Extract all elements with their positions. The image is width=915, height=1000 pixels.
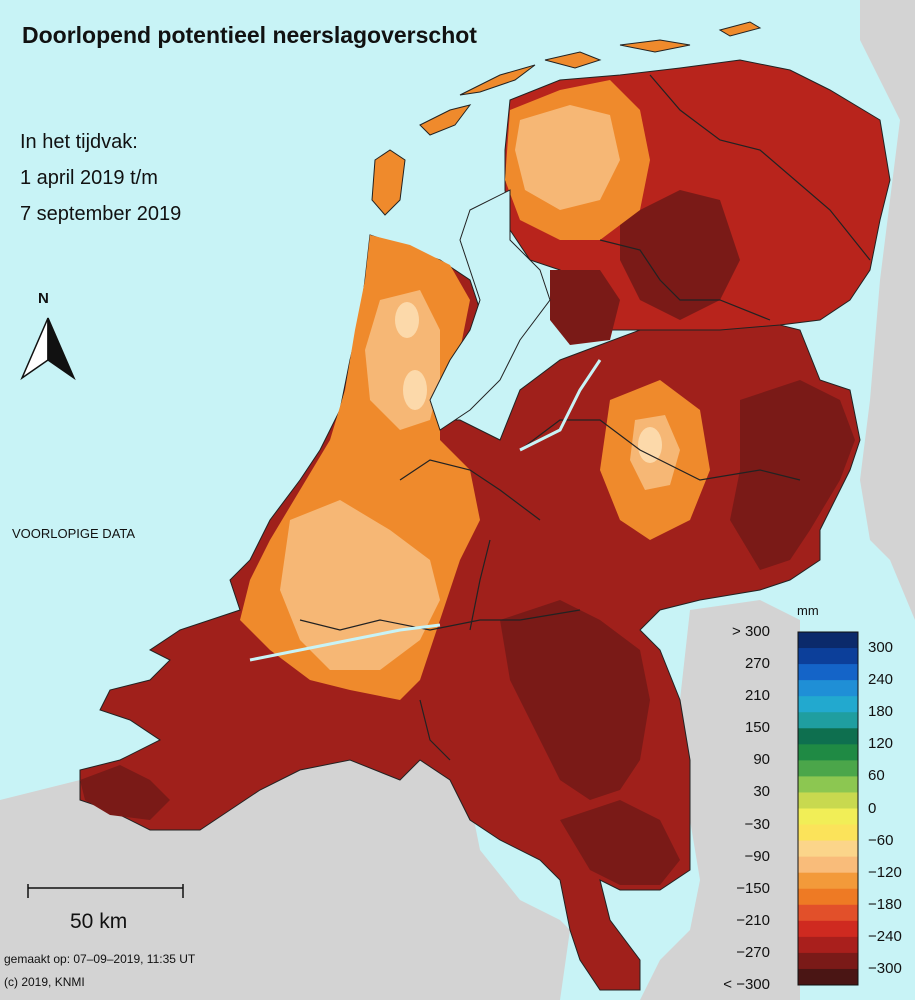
legend-swatch <box>798 872 858 890</box>
scale-bar <box>27 884 184 898</box>
legend-right-tick: −120 <box>868 863 902 881</box>
legend-left-tick: −270 <box>736 943 770 961</box>
scale-bar-label: 50 km <box>70 910 128 933</box>
legend-right-tick: 240 <box>868 671 894 689</box>
legend-left-tick: 150 <box>744 719 770 737</box>
zone-dark-red-north <box>620 190 740 320</box>
legend-left-tick: 210 <box>744 687 770 705</box>
legend-swatch <box>798 776 858 793</box>
legend-right-tick: −60 <box>868 831 894 849</box>
period-line-3: 7 september 2019 <box>20 203 182 225</box>
legend-left-tick: 270 <box>744 655 770 673</box>
legend-left-tick: > 300 <box>732 623 770 640</box>
legend-left-tick: −90 <box>744 847 770 865</box>
legend-swatch <box>798 920 858 938</box>
zone-palest-1 <box>395 302 419 338</box>
legend-swatch <box>798 824 858 842</box>
legend-right-tick: 180 <box>868 703 894 721</box>
north-label: N <box>38 290 49 307</box>
legend-left-tick: −30 <box>744 815 770 833</box>
zone-dark-red-east <box>730 380 855 570</box>
north-arrow-icon <box>20 317 76 381</box>
zone-palest-3 <box>638 427 662 463</box>
zone-dark-red-limburg <box>560 800 680 885</box>
legend-swatch <box>798 856 858 874</box>
legend-right-tick: −180 <box>868 895 902 913</box>
legend-swatch <box>798 936 858 954</box>
legend-swatch <box>798 760 858 777</box>
legend-right-tick: 120 <box>868 735 894 753</box>
rivers <box>249 359 602 662</box>
legend-left-tick: < −300 <box>723 976 770 993</box>
legend-left-tick: −210 <box>736 911 770 929</box>
zone-dark-red-zeeland <box>80 765 170 820</box>
legend-swatch <box>798 888 858 906</box>
zone-light-friesland <box>515 105 620 210</box>
neighbour-land-east <box>860 0 915 620</box>
legend-right-tick: 300 <box>868 639 894 657</box>
copyright-text: (c) 2019, KNMI <box>4 975 85 989</box>
ijsselmeer <box>429 189 551 431</box>
zone-dark-red-south <box>500 600 650 800</box>
period-text: In het tijdvak: 1 april 2019 t/m 7 septe… <box>20 124 181 232</box>
legend-left-tick: 90 <box>753 751 770 769</box>
period-line-1: In het tijdvak: <box>20 131 138 153</box>
legend-right-tick: −240 <box>868 927 902 945</box>
legend-swatch <box>798 968 858 986</box>
legend-unit: mm <box>797 603 819 618</box>
legend-swatch <box>798 840 858 858</box>
legend-swatch <box>798 680 858 697</box>
legend-swatch <box>798 632 858 649</box>
made-on-text: gemaakt op: 07–09–2019, 11:35 UT <box>4 952 196 966</box>
legend-swatch <box>798 744 858 761</box>
legend-left-tick: −150 <box>736 879 770 897</box>
zone-dark-red-flevoland <box>550 270 620 345</box>
zone-palest-2 <box>403 370 427 410</box>
legend-swatch <box>798 728 858 745</box>
legend-swatch <box>798 808 858 826</box>
legend-swatch <box>798 712 858 729</box>
legend-right-tick: −300 <box>868 959 902 977</box>
map-title: Doorlopend potentieel neerslagoverschot <box>22 22 477 48</box>
legend-right-tick: 0 <box>868 799 877 817</box>
wadden-islands <box>371 21 762 216</box>
legend-swatch <box>798 952 858 970</box>
legend-swatch <box>798 696 858 713</box>
legend-swatch <box>798 664 858 681</box>
preliminary-label: VOORLOPIGE DATA <box>12 526 136 541</box>
legend-left-tick: 30 <box>753 783 770 801</box>
legend-right-tick: 60 <box>868 767 885 785</box>
legend-swatch <box>798 904 858 922</box>
legend-color-bar <box>797 631 859 986</box>
zone-light-west <box>280 500 440 670</box>
period-line-2: 1 april 2019 t/m <box>20 167 158 189</box>
province-borders <box>299 74 871 761</box>
legend-swatch <box>798 648 858 665</box>
legend-swatch <box>798 792 858 809</box>
legend-frame <box>797 631 859 986</box>
